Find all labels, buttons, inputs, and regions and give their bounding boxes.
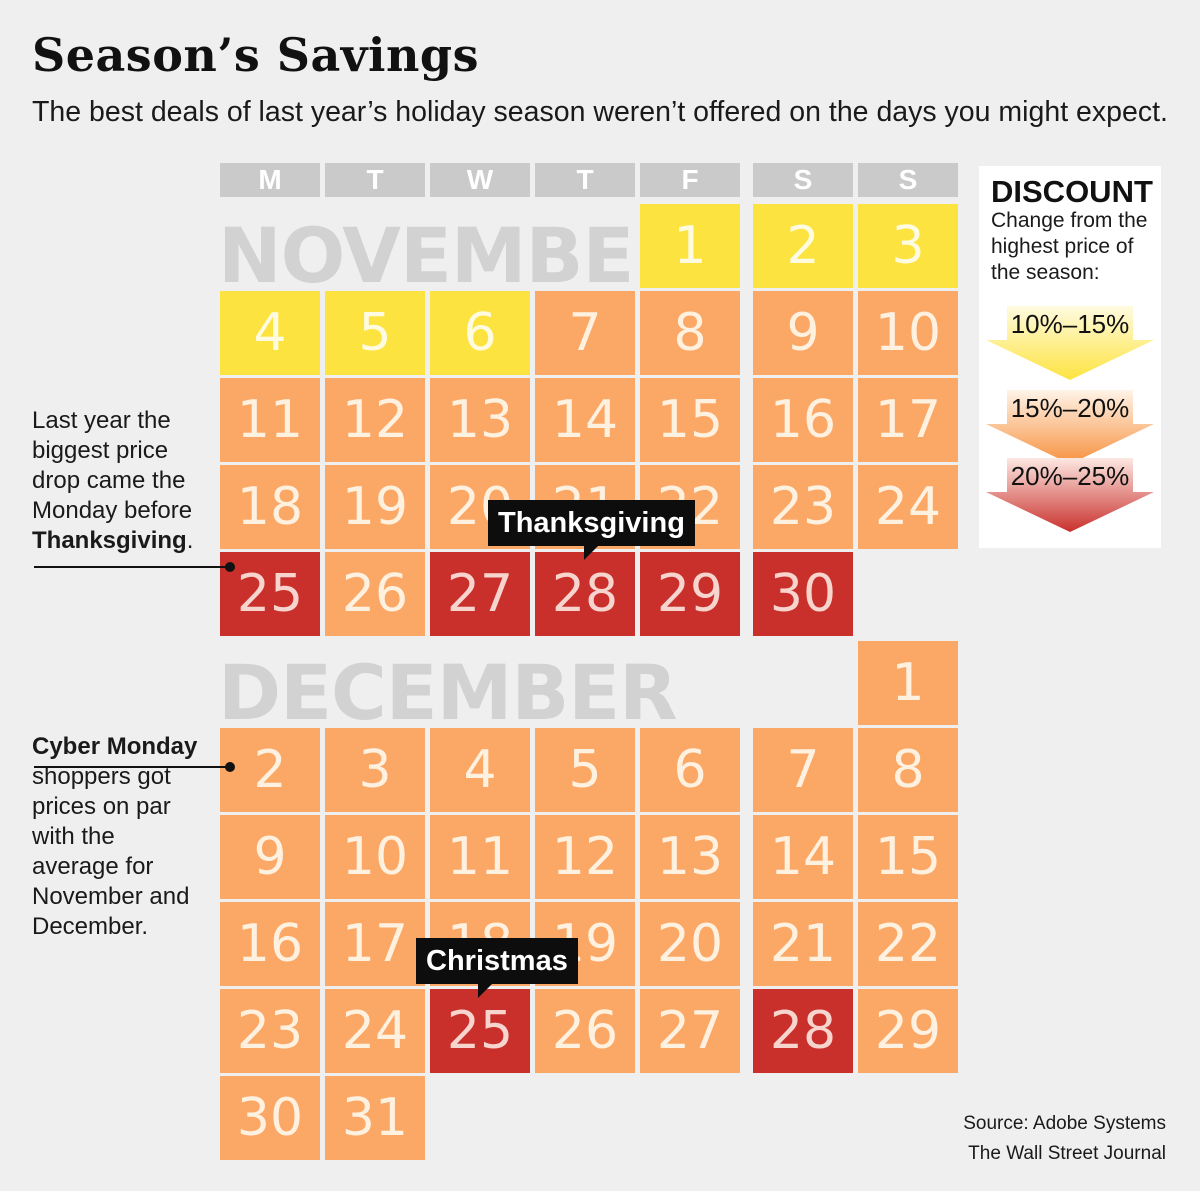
cyber-monday-note: Cyber Monday shoppers got prices on par …: [32, 732, 202, 942]
day-cell-december-26: 26: [535, 989, 635, 1073]
chart-title: Season’s Savings: [32, 28, 479, 82]
legend: DISCOUNT Change from the highest price o…: [979, 166, 1161, 548]
day-cell-december-10: 10: [325, 815, 425, 899]
day-cell-december-14: 14: [753, 815, 853, 899]
legend-subtitle: Change from the highest price of the sea…: [991, 209, 1148, 284]
day-cell-november-19: 19: [325, 465, 425, 549]
thanksgiving-callout: Thanksgiving: [488, 500, 695, 560]
legend-label-1: 10%–15%: [1011, 309, 1130, 339]
day-cell-november-4: 4: [220, 291, 320, 375]
day-cell-november-25: 25: [220, 552, 320, 636]
day-cell-december-28: 28: [753, 989, 853, 1073]
thanksgiving-note-bold: Thanksgiving: [32, 527, 187, 554]
day-cell-november-15: 15: [640, 378, 740, 462]
day-cell-december-6: 6: [640, 728, 740, 812]
day-cell-november-30: 30: [753, 552, 853, 636]
weekday-header-5: S: [753, 163, 853, 197]
day-cell-november-12: 12: [325, 378, 425, 462]
day-cell-november-28: 28: [535, 552, 635, 636]
day-cell-november-2: 2: [753, 204, 853, 288]
day-cell-november-11: 11: [220, 378, 320, 462]
thanksgiving-leader-line: [34, 566, 230, 568]
day-cell-november-6: 6: [430, 291, 530, 375]
legend-label-3: 20%–25%: [1011, 461, 1130, 491]
day-cell-november-27: 27: [430, 552, 530, 636]
month-label-december: DECEMBER: [218, 648, 678, 737]
thanksgiving-leader-dot: [225, 562, 235, 572]
day-cell-december-8: 8: [858, 728, 958, 812]
thanksgiving-note-text: Last year the biggest price drop came th…: [32, 407, 193, 524]
day-cell-december-25: 25: [430, 989, 530, 1073]
day-cell-november-9: 9: [753, 291, 853, 375]
month-label-november: NOVEMBER: [218, 211, 692, 300]
day-cell-december-23: 23: [220, 989, 320, 1073]
day-cell-december-13: 13: [640, 815, 740, 899]
day-cell-november-18: 18: [220, 465, 320, 549]
weekday-header-2: W: [430, 163, 530, 197]
source-line-1: Source: Adobe Systems: [963, 1113, 1166, 1134]
legend-arrow-1: 10%–15%: [986, 306, 1154, 380]
day-cell-december-2: 2: [220, 728, 320, 812]
day-cell-december-15: 15: [858, 815, 958, 899]
chart-subtitle: The best deals of last year’s holiday se…: [32, 96, 1168, 128]
day-cell-december-20: 20: [640, 902, 740, 986]
day-cell-december-5: 5: [535, 728, 635, 812]
thanksgiving-note: Last year the biggest price drop came th…: [32, 406, 202, 556]
legend-title: DISCOUNT: [991, 174, 1153, 209]
cyber-monday-text: shoppers got prices on par with the aver…: [32, 763, 190, 940]
day-cell-december-12: 12: [535, 815, 635, 899]
day-cell-december-11: 11: [430, 815, 530, 899]
weekday-header-4: F: [640, 163, 740, 197]
weekday-header-3: T: [535, 163, 635, 197]
day-cell-december-27: 27: [640, 989, 740, 1073]
cyber-monday-leader-line: [34, 766, 230, 768]
day-cell-december-21: 21: [753, 902, 853, 986]
day-cell-november-1: 1: [640, 204, 740, 288]
day-cell-november-23: 23: [753, 465, 853, 549]
weekday-header-6: S: [858, 163, 958, 197]
day-cell-november-8: 8: [640, 291, 740, 375]
day-cell-december-17: 17: [325, 902, 425, 986]
legend-arrow-2: 15%–20%: [986, 390, 1154, 464]
day-cell-november-5: 5: [325, 291, 425, 375]
cyber-monday-bold: Cyber Monday: [32, 733, 198, 760]
day-cell-november-29: 29: [640, 552, 740, 636]
day-cell-december-22: 22: [858, 902, 958, 986]
day-cell-december-7: 7: [753, 728, 853, 812]
day-cell-december-4: 4: [430, 728, 530, 812]
weekday-header-1: T: [325, 163, 425, 197]
day-cell-november-7: 7: [535, 291, 635, 375]
christmas-callout: Christmas: [416, 938, 578, 998]
day-cell-november-24: 24: [858, 465, 958, 549]
day-cell-december-1: 1: [858, 641, 958, 725]
day-cell-december-31: 31: [325, 1076, 425, 1160]
day-cell-december-3: 3: [325, 728, 425, 812]
day-cell-november-26: 26: [325, 552, 425, 636]
day-cell-november-10: 10: [858, 291, 958, 375]
legend-arrows: 10%–15% 15%–20% 20%–25%: [986, 306, 1154, 532]
legend-label-2: 15%–20%: [1011, 393, 1130, 423]
day-cell-november-16: 16: [753, 378, 853, 462]
day-cell-december-29: 29: [858, 989, 958, 1073]
day-cell-november-3: 3: [858, 204, 958, 288]
thanksgiving-note-end: .: [186, 527, 194, 554]
weekday-header-0: M: [220, 163, 320, 197]
day-cell-november-13: 13: [430, 378, 530, 462]
legend-arrow-3: 20%–25%: [986, 458, 1154, 532]
day-cell-november-17: 17: [858, 378, 958, 462]
cyber-monday-leader-dot: [225, 762, 235, 772]
source-line-2: The Wall Street Journal: [968, 1143, 1166, 1164]
day-cell-december-9: 9: [220, 815, 320, 899]
day-cell-december-16: 16: [220, 902, 320, 986]
day-cell-december-30: 30: [220, 1076, 320, 1160]
day-cell-november-14: 14: [535, 378, 635, 462]
day-cell-december-24: 24: [325, 989, 425, 1073]
